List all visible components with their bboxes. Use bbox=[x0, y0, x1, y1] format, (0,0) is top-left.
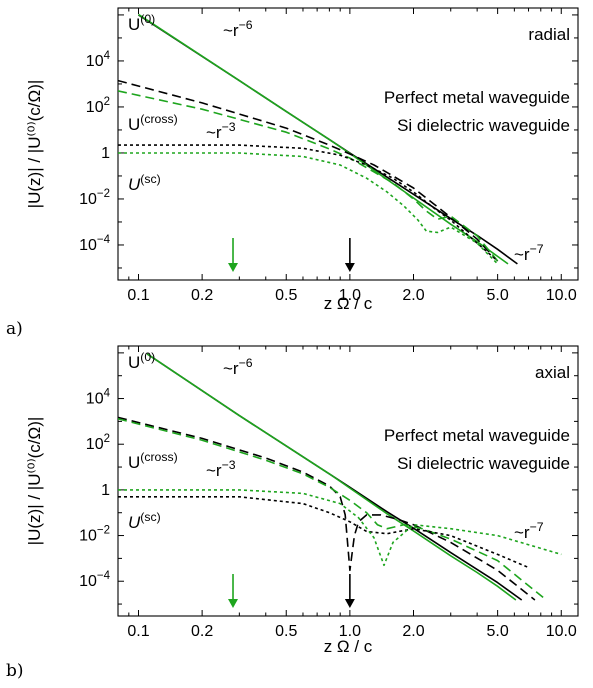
x-tick-label: 0.5 bbox=[275, 287, 297, 304]
y-tick-label: 10−2 bbox=[79, 188, 110, 208]
label-r7: ~r−7 bbox=[514, 520, 544, 542]
arrow-head-metal bbox=[344, 263, 355, 272]
geometry-label: radial bbox=[528, 25, 570, 44]
arrow-head-dielectric bbox=[228, 263, 239, 272]
series-ucross-metal bbox=[118, 79, 499, 262]
chart-panel-a: 0.1 0.2 0.5 1.0 2.0 5.0 10.0 10−4 10−2 1 102 104 z Ω… bbox=[6, 7, 579, 339]
label-r3: ~r−3 bbox=[206, 458, 236, 480]
x-tick-label: 1.0 bbox=[339, 623, 361, 640]
y-tick-label: 1 bbox=[101, 482, 110, 499]
series-usc-metal bbox=[118, 144, 499, 262]
y-axis-label: |U(z)| / |U⁽⁰⁾(c/Ω)| bbox=[25, 80, 44, 209]
series-usc-metal bbox=[118, 495, 529, 569]
x-tick-label: 2.0 bbox=[402, 623, 424, 640]
y-axis-label: |U(z)| / |U⁽⁰⁾(c/Ω)| bbox=[25, 417, 44, 546]
y-tick-label: 10−4 bbox=[79, 234, 111, 254]
y-tick-label: 104 bbox=[86, 50, 111, 70]
series-ucross-dielectric bbox=[118, 90, 499, 262]
x-axis-label: z Ω / c bbox=[324, 637, 373, 656]
y-tick-label: 102 bbox=[86, 433, 110, 453]
label-usc: U(sc) bbox=[128, 510, 161, 532]
y-tick-label: 10−4 bbox=[79, 570, 111, 590]
x-tick-label: 0.5 bbox=[275, 623, 297, 640]
label-r7: ~r−7 bbox=[514, 242, 544, 264]
label-usc: U(sc) bbox=[128, 172, 161, 194]
y-tick-label: 104 bbox=[86, 388, 111, 408]
series-usc-dielectric bbox=[118, 152, 499, 265]
x-tick-label: 5.0 bbox=[487, 623, 509, 640]
plot-frame bbox=[117, 7, 579, 281]
panel-label: a) bbox=[6, 319, 23, 339]
x-tick-label: 5.0 bbox=[487, 287, 509, 304]
geometry-label: axial bbox=[535, 363, 570, 382]
x-tick-label: 10.0 bbox=[546, 287, 577, 304]
x-tick-label: 0.2 bbox=[191, 287, 213, 304]
arrow-head-dielectric bbox=[228, 599, 239, 608]
series-ucross-metal bbox=[118, 416, 536, 601]
legend-dielectric: Si dielectric waveguide bbox=[397, 116, 570, 135]
label-ucross: U(cross) bbox=[128, 112, 178, 134]
series-ucross-dielectric bbox=[118, 418, 547, 601]
x-tick-label: 0.1 bbox=[127, 623, 149, 640]
x-tick-label: 0.2 bbox=[191, 623, 213, 640]
label-r6: ~r−6 bbox=[223, 18, 253, 40]
y-tick-label: 10−2 bbox=[79, 525, 110, 545]
series-group bbox=[118, 13, 518, 265]
y-tick-label: 1 bbox=[101, 145, 110, 162]
y-tick-label: 102 bbox=[86, 96, 110, 116]
plot-frame bbox=[117, 345, 579, 617]
arrow-head-metal bbox=[344, 599, 355, 608]
label-r6: ~r−6 bbox=[223, 356, 253, 378]
label-ucross: U(cross) bbox=[128, 450, 178, 472]
x-tick-label: 1.0 bbox=[339, 287, 361, 304]
label-r3: ~r−3 bbox=[206, 120, 236, 142]
legend-metal: Perfect metal waveguide bbox=[384, 88, 570, 107]
series-group bbox=[118, 353, 562, 601]
series-u0-dielectric bbox=[146, 353, 517, 601]
legend-dielectric: Si dielectric waveguide bbox=[397, 454, 570, 473]
chart-panel-b: 0.1 0.2 0.5 1.0 2.0 5.0 10.0 10−4 10−2 1 102 104 z Ω… bbox=[6, 345, 579, 681]
x-tick-label: 0.1 bbox=[127, 287, 149, 304]
series-usc-dielectric bbox=[118, 489, 562, 567]
panel-label: b) bbox=[6, 661, 24, 681]
label-u0: U(0) bbox=[128, 12, 155, 34]
x-tick-label: 10.0 bbox=[546, 623, 577, 640]
legend-metal: Perfect metal waveguide bbox=[384, 426, 570, 445]
label-u0: U(0) bbox=[128, 350, 155, 372]
x-axis-label: z Ω / c bbox=[324, 294, 373, 313]
x-tick-label: 2.0 bbox=[402, 287, 424, 304]
